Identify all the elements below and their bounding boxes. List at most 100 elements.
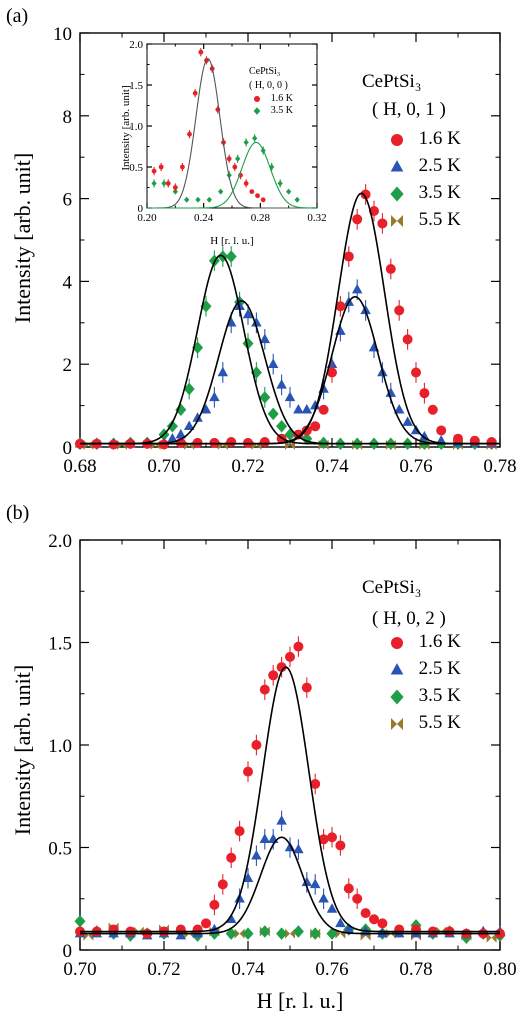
- panel-a-data-point: [352, 214, 363, 225]
- panel-b-legend-marker: [391, 637, 403, 649]
- inset-x-tick-label: 0.32: [307, 212, 326, 224]
- inset-chart: Intensity [arb. unit] H [r. l. u.] 0.20 0…: [120, 39, 327, 247]
- inset-data-point: [187, 131, 192, 137]
- panel-a-data-point: [394, 305, 405, 316]
- panel-a-data-point: [267, 407, 279, 421]
- panel-a-data-point: [83, 439, 94, 450]
- panel-b-y-tick-label: 0: [63, 941, 73, 962]
- panel-a-data-point: [301, 403, 313, 414]
- panel-b-data-point: [251, 849, 262, 860]
- panel-a-legend-label: 5.5 K: [419, 209, 462, 230]
- panel-a-data-point: [327, 367, 337, 378]
- panel-a-data-point: [486, 437, 497, 448]
- panel-a-legend-label: 3.5 K: [419, 182, 462, 203]
- panel-a-legend-marker: [390, 186, 404, 202]
- panel-b-data-point: [309, 878, 321, 889]
- inset-y-tick-label: 1.0: [129, 121, 143, 133]
- panel-a-data-point: [293, 403, 304, 414]
- panel-a-x-tick-label: 0.72: [231, 456, 264, 477]
- panel-b-legend-label: 3.5 K: [419, 685, 462, 706]
- panel-a-y-tick-label: 8: [63, 107, 73, 128]
- panel-b-x-tick-label: 0.76: [315, 959, 348, 980]
- panel-b-data-point: [486, 932, 497, 943]
- inset-data-point: [218, 188, 224, 195]
- panel-a-data-point: [243, 437, 253, 448]
- panel-b-data-point: [377, 918, 388, 929]
- panel-b-data-point: [301, 682, 312, 693]
- panel-b-y-tick-label: 1.5: [48, 634, 72, 655]
- panel-b-x-tick-label: 0.74: [231, 959, 265, 980]
- panel-a-fit-curve: [80, 295, 500, 445]
- panel-a-plot-area: 0.68 0.70 0.72 0.74 0.76 0.78 0 2 4 6 8 10: [53, 24, 517, 477]
- inset-data-point: [255, 193, 260, 199]
- panel-a-data-point: [259, 437, 270, 448]
- panel-a-legend-label: 1.6 K: [419, 128, 462, 149]
- panel-a-data-point: [175, 403, 187, 416]
- panel-b-data-point: [309, 927, 321, 940]
- panel-a-data-point: [310, 421, 321, 432]
- panel-b-data-point: [327, 832, 337, 843]
- panel-a-legend-label: 2.5 K: [419, 155, 462, 176]
- panel-b-data-point: [301, 876, 313, 887]
- panel-a-data-point: [167, 432, 178, 443]
- panel-a-data-point: [251, 439, 262, 450]
- panel-b-data-point: [225, 913, 237, 923]
- panel-b-legend: CePtSi₃ ( H, 0, 2 ) 1.6 K 2.5 K 3.5 K 5.5 K: [362, 577, 461, 733]
- panel-a-data-point: [117, 439, 127, 450]
- inset-y-tick-label: 0.5: [129, 162, 143, 174]
- panel-a-data-point: [276, 379, 287, 389]
- panel-a-data-point: [385, 387, 397, 397]
- panel-b-data-point: [276, 927, 288, 940]
- panel-a-data-point: [166, 420, 178, 433]
- inset-x-axis-title: H [r. l. u.]: [210, 235, 253, 247]
- panel-b-series-25K: [74, 810, 506, 940]
- inset-data-point: [277, 180, 283, 187]
- inset-data-point: [198, 49, 204, 55]
- inset-data-point: [151, 168, 157, 174]
- inset-data-point: [294, 196, 300, 203]
- panel-b-data-point: [310, 778, 321, 789]
- panel-b-data-point: [242, 872, 254, 882]
- panel-a-data-point: [192, 437, 203, 448]
- panel-b-data-point: [292, 925, 304, 938]
- panel-a-data-point: [436, 425, 447, 436]
- panel-b-data-point: [318, 834, 329, 845]
- inset-legend-title: CePtSi₃: [249, 66, 280, 77]
- inset-plot-area: 0.20 0.24 0.28 0.32 0 0.5 1.0 1.5 2.0: [129, 39, 326, 224]
- panel-b-data-point: [217, 879, 228, 890]
- panel-b-data-point: [259, 833, 271, 844]
- panel-a-data-point: [335, 325, 346, 335]
- panel-a-data-point: [276, 420, 288, 433]
- panel-b-data-point: [335, 840, 346, 851]
- panel-b-data-point: [276, 815, 287, 825]
- panel-b-data-point: [343, 923, 355, 934]
- panel-b-legend-items: 1.6 K 2.5 K 3.5 K 5.5 K: [390, 631, 461, 733]
- panel-b-data-point: [285, 651, 295, 662]
- panel-a-x-tick-label: 0.78: [483, 456, 516, 477]
- panel-b-data-point: [259, 684, 270, 695]
- panel-b-data-point: [259, 925, 271, 938]
- panel-b-plot-area: 0.70 0.72 0.74 0.76 0.78 0.80 0 0.5 1.0 1.5 2.0: [48, 531, 516, 980]
- panel-a-data-point: [150, 439, 161, 450]
- inset-x-tick-label: 0.20: [137, 212, 157, 224]
- inset-data-point: [184, 196, 190, 203]
- panel-b-legend-marker: [391, 718, 403, 730]
- inset-data-point: [232, 164, 238, 170]
- panel-b-data-point: [74, 915, 86, 928]
- panel-b-legend-label: 5.5 K: [419, 712, 462, 733]
- panel-a-x-tick-label: 0.74: [315, 456, 349, 477]
- panel-b-data-point: [234, 928, 245, 939]
- panel-a-data-point: [183, 420, 195, 431]
- panel-b-x-tick-label: 0.78: [399, 959, 432, 980]
- inset-data-point: [192, 90, 198, 96]
- panel-a-legend-title: CePtSi₃: [362, 71, 421, 92]
- panel-a-data-point: [402, 416, 413, 426]
- panel-b-x-tick-label: 0.70: [63, 959, 96, 980]
- panel-b-y-tick-label: 0.5: [48, 839, 72, 860]
- panel-a-data-point: [175, 428, 187, 439]
- inset-data-point: [249, 189, 255, 195]
- panel-b-legend-marker: [390, 689, 404, 705]
- panel-a-data-point: [427, 404, 438, 415]
- panel-a-data-point: [184, 439, 195, 450]
- inset-data-point: [243, 181, 249, 186]
